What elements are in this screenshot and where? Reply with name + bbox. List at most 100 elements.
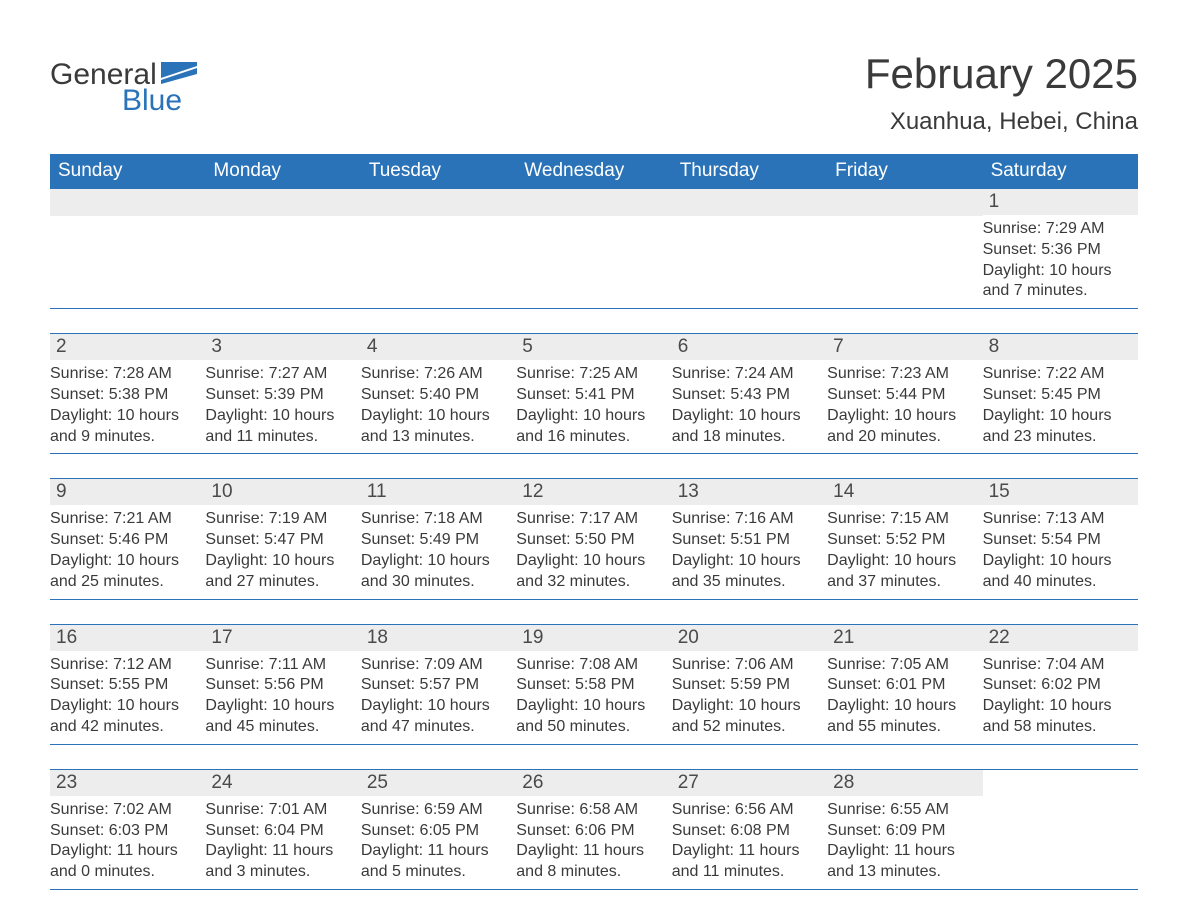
day-number: 14 — [827, 479, 982, 505]
day-cell: 24Sunrise: 7:01 AMSunset: 6:04 PMDayligh… — [205, 770, 360, 889]
month-title: February 2025 — [865, 50, 1138, 98]
day-cell: 9Sunrise: 7:21 AMSunset: 5:46 PMDaylight… — [50, 479, 205, 598]
sunrise-text: Sunrise: 7:22 AM — [983, 364, 1132, 385]
daylight-text: Daylight: 10 hours and 52 minutes. — [672, 696, 821, 738]
sunset-text: Sunset: 5:59 PM — [672, 675, 821, 696]
daylight-text: Daylight: 10 hours and 27 minutes. — [205, 551, 354, 593]
empty-cell — [672, 189, 827, 308]
sunrise-text: Sunrise: 7:29 AM — [983, 219, 1132, 240]
day-cell: 13Sunrise: 7:16 AMSunset: 5:51 PMDayligh… — [672, 479, 827, 598]
sunset-text: Sunset: 5:57 PM — [361, 675, 510, 696]
sunset-text: Sunset: 6:06 PM — [516, 821, 665, 842]
day-number: 5 — [516, 334, 671, 360]
sunrise-text: Sunrise: 7:18 AM — [361, 509, 510, 530]
daylight-text: Daylight: 10 hours and 58 minutes. — [983, 696, 1132, 738]
day-number: 16 — [50, 625, 205, 651]
daylight-text: Daylight: 10 hours and 47 minutes. — [361, 696, 510, 738]
sunset-text: Sunset: 5:39 PM — [205, 385, 354, 406]
daylight-text: Daylight: 10 hours and 13 minutes. — [361, 406, 510, 448]
day-cell: 23Sunrise: 7:02 AMSunset: 6:03 PMDayligh… — [50, 770, 205, 889]
day-number: 9 — [50, 479, 205, 505]
sunset-text: Sunset: 5:51 PM — [672, 530, 821, 551]
daylight-text: Daylight: 10 hours and 32 minutes. — [516, 551, 665, 593]
daylight-text: Daylight: 10 hours and 50 minutes. — [516, 696, 665, 738]
day-number — [516, 189, 671, 216]
daylight-text: Daylight: 10 hours and 35 minutes. — [672, 551, 821, 593]
weekday-thursday: Thursday — [672, 154, 827, 188]
day-cell: 11Sunrise: 7:18 AMSunset: 5:49 PMDayligh… — [361, 479, 516, 598]
day-cell: 18Sunrise: 7:09 AMSunset: 5:57 PMDayligh… — [361, 625, 516, 744]
day-cell: 5Sunrise: 7:25 AMSunset: 5:41 PMDaylight… — [516, 334, 671, 453]
day-cell: 21Sunrise: 7:05 AMSunset: 6:01 PMDayligh… — [827, 625, 982, 744]
day-body: Sunrise: 7:18 AMSunset: 5:49 PMDaylight:… — [361, 505, 516, 598]
day-cell: 22Sunrise: 7:04 AMSunset: 6:02 PMDayligh… — [983, 625, 1138, 744]
day-body: Sunrise: 7:13 AMSunset: 5:54 PMDaylight:… — [983, 505, 1138, 598]
day-body: Sunrise: 6:55 AMSunset: 6:09 PMDaylight:… — [827, 796, 982, 889]
empty-cell — [516, 189, 671, 308]
daylight-text: Daylight: 10 hours and 9 minutes. — [50, 406, 199, 448]
sunset-text: Sunset: 5:55 PM — [50, 675, 199, 696]
sunset-text: Sunset: 5:49 PM — [361, 530, 510, 551]
daylight-text: Daylight: 10 hours and 18 minutes. — [672, 406, 821, 448]
daylight-text: Daylight: 11 hours and 8 minutes. — [516, 841, 665, 883]
daylight-text: Daylight: 10 hours and 45 minutes. — [205, 696, 354, 738]
sunrise-text: Sunrise: 7:25 AM — [516, 364, 665, 385]
day-cell: 4Sunrise: 7:26 AMSunset: 5:40 PMDaylight… — [361, 334, 516, 453]
day-number: 4 — [361, 334, 516, 360]
day-number: 3 — [205, 334, 360, 360]
daylight-text: Daylight: 11 hours and 3 minutes. — [205, 841, 354, 883]
sunrise-text: Sunrise: 6:56 AM — [672, 800, 821, 821]
weekday-tuesday: Tuesday — [361, 154, 516, 188]
empty-cell — [827, 189, 982, 308]
day-number: 11 — [361, 479, 516, 505]
day-number: 7 — [827, 334, 982, 360]
sunset-text: Sunset: 5:38 PM — [50, 385, 199, 406]
empty-cell — [361, 189, 516, 308]
empty-cell — [205, 189, 360, 308]
sunset-text: Sunset: 5:46 PM — [50, 530, 199, 551]
sunset-text: Sunset: 5:50 PM — [516, 530, 665, 551]
sunset-text: Sunset: 5:44 PM — [827, 385, 976, 406]
day-number: 20 — [672, 625, 827, 651]
day-cell: 7Sunrise: 7:23 AMSunset: 5:44 PMDaylight… — [827, 334, 982, 453]
day-body: Sunrise: 7:12 AMSunset: 5:55 PMDaylight:… — [50, 651, 205, 744]
daylight-text: Daylight: 11 hours and 5 minutes. — [361, 841, 510, 883]
sunrise-text: Sunrise: 7:23 AM — [827, 364, 976, 385]
sunset-text: Sunset: 5:43 PM — [672, 385, 821, 406]
sunset-text: Sunset: 5:56 PM — [205, 675, 354, 696]
day-number: 24 — [205, 770, 360, 796]
sunrise-text: Sunrise: 7:09 AM — [361, 655, 510, 676]
day-body: Sunrise: 7:01 AMSunset: 6:04 PMDaylight:… — [205, 796, 360, 889]
day-number: 6 — [672, 334, 827, 360]
day-cell: 26Sunrise: 6:58 AMSunset: 6:06 PMDayligh… — [516, 770, 671, 889]
day-body: Sunrise: 7:16 AMSunset: 5:51 PMDaylight:… — [672, 505, 827, 598]
logo-blue-text: Blue — [122, 84, 197, 118]
day-body: Sunrise: 7:25 AMSunset: 5:41 PMDaylight:… — [516, 360, 671, 453]
day-number: 10 — [205, 479, 360, 505]
sunrise-text: Sunrise: 6:59 AM — [361, 800, 510, 821]
day-cell: 8Sunrise: 7:22 AMSunset: 5:45 PMDaylight… — [983, 334, 1138, 453]
day-body: Sunrise: 7:19 AMSunset: 5:47 PMDaylight:… — [205, 505, 360, 598]
day-number: 22 — [983, 625, 1138, 651]
day-number: 23 — [50, 770, 205, 796]
day-cell: 20Sunrise: 7:06 AMSunset: 5:59 PMDayligh… — [672, 625, 827, 744]
week-row: 23Sunrise: 7:02 AMSunset: 6:03 PMDayligh… — [50, 769, 1138, 890]
day-number — [827, 189, 982, 216]
daylight-text: Daylight: 10 hours and 25 minutes. — [50, 551, 199, 593]
sunset-text: Sunset: 5:47 PM — [205, 530, 354, 551]
sunrise-text: Sunrise: 7:21 AM — [50, 509, 199, 530]
day-body: Sunrise: 7:21 AMSunset: 5:46 PMDaylight:… — [50, 505, 205, 598]
weekday-monday: Monday — [205, 154, 360, 188]
day-number — [983, 770, 1138, 797]
day-number: 12 — [516, 479, 671, 505]
daylight-text: Daylight: 10 hours and 11 minutes. — [205, 406, 354, 448]
day-cell: 1Sunrise: 7:29 AMSunset: 5:36 PMDaylight… — [983, 189, 1138, 308]
day-body: Sunrise: 7:08 AMSunset: 5:58 PMDaylight:… — [516, 651, 671, 744]
day-body: Sunrise: 6:58 AMSunset: 6:06 PMDaylight:… — [516, 796, 671, 889]
day-body: Sunrise: 7:05 AMSunset: 6:01 PMDaylight:… — [827, 651, 982, 744]
sunrise-text: Sunrise: 7:04 AM — [983, 655, 1132, 676]
day-cell: 16Sunrise: 7:12 AMSunset: 5:55 PMDayligh… — [50, 625, 205, 744]
daylight-text: Daylight: 10 hours and 40 minutes. — [983, 551, 1132, 593]
sunrise-text: Sunrise: 7:11 AM — [205, 655, 354, 676]
day-body: Sunrise: 7:04 AMSunset: 6:02 PMDaylight:… — [983, 651, 1138, 744]
